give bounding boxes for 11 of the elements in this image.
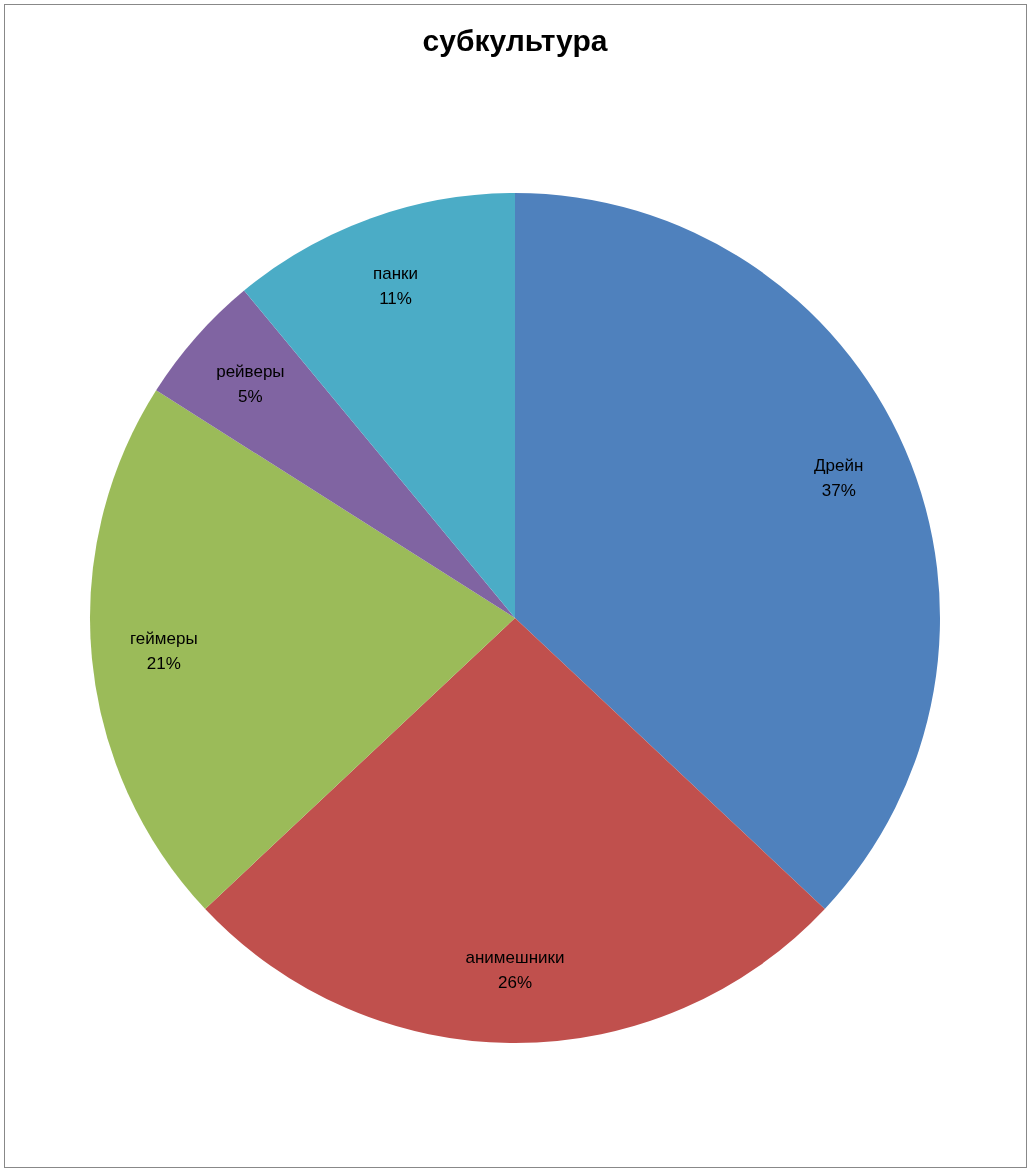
slice-label: панки [373,263,418,283]
slice-label: геймеры [130,628,198,648]
data-label: 5% [238,387,263,407]
data-label: 37% [821,480,856,500]
slice-label: рейверы [216,362,285,382]
data-label: 21% [146,653,181,673]
slice-label: анимешники [465,948,565,968]
slice-label: Дрейн [814,455,864,475]
data-label: 11% [379,288,412,308]
data-label: 26% [497,973,533,993]
chart-title: субкультура [422,24,608,58]
